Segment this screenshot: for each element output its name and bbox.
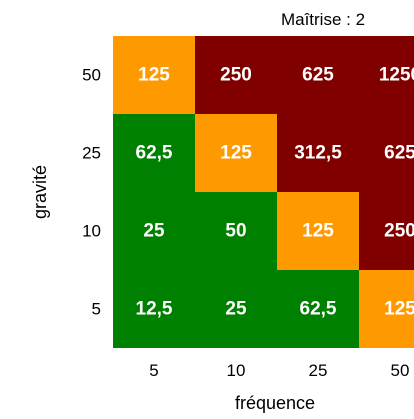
heatmap-cell-50-50 — [359, 36, 414, 114]
y-tick-label: 10 — [82, 222, 101, 241]
cell-value-label: 250 — [384, 221, 414, 242]
y-tick-label: 50 — [82, 66, 101, 85]
cell-value-label: 250 — [220, 65, 252, 86]
y-tick-label: 25 — [82, 144, 101, 163]
heatmap-cell-5-5 — [113, 270, 195, 348]
cell-value-label: 12,5 — [136, 299, 173, 320]
heatmap-cell-10-50 — [359, 192, 414, 270]
x-tick-label: 50 — [391, 361, 410, 380]
heatmap-cell-10-10 — [195, 192, 277, 270]
x-tick-label: 25 — [309, 361, 328, 380]
cell-value-label: 125 — [220, 143, 252, 164]
chart-title: Maîtrise : 2 — [281, 10, 365, 29]
x-tick-labels: 5 10 25 50 — [149, 361, 409, 380]
cell-value-label: 62,5 — [300, 299, 337, 320]
heatmap-cells — [113, 36, 414, 348]
y-axis-label: gravité — [30, 165, 50, 219]
cell-value-label: 25 — [225, 299, 247, 320]
cell-value-label: 125 — [302, 221, 334, 242]
cell-value-label: 625 — [384, 143, 414, 164]
heatmap-cell-25-50 — [359, 114, 414, 192]
heatmap-cell-50-10 — [195, 36, 277, 114]
x-tick-label: 10 — [227, 361, 246, 380]
heatmap-cell-10-25 — [277, 192, 359, 270]
cell-value-label: 625 — [302, 65, 334, 86]
heatmap-cell-25-25 — [277, 114, 359, 192]
heatmap-cell-5-10 — [195, 270, 277, 348]
cell-value-label: 1250 — [379, 65, 414, 86]
heatmap-cell-10-5 — [113, 192, 195, 270]
cell-value-label: 125 — [384, 299, 414, 320]
y-tick-label: 5 — [92, 300, 101, 319]
heatmap-cell-labels: 12,5 25 62,5 125 25 50 125 250 62,5 125 312,5 625 12… — [136, 65, 414, 320]
cell-value-label: 125 — [138, 65, 170, 86]
heatmap-cell-50-5 — [113, 36, 195, 114]
cell-value-label: 312,5 — [294, 143, 342, 164]
cell-value-label: 50 — [225, 221, 246, 242]
heatmap-cell-25-10 — [195, 114, 277, 192]
y-tick-labels: 5 10 25 50 — [82, 66, 101, 319]
x-tick-label: 5 — [149, 361, 158, 380]
x-axis-label: fréquence — [235, 393, 315, 413]
cell-value-label: 25 — [143, 221, 165, 242]
heatmap-cell-25-5 — [113, 114, 195, 192]
heatmap-cell-50-25 — [277, 36, 359, 114]
heatmap-cell-5-25 — [277, 270, 359, 348]
heatmap-cell-5-50 — [359, 270, 414, 348]
cell-value-label: 62,5 — [136, 143, 173, 164]
